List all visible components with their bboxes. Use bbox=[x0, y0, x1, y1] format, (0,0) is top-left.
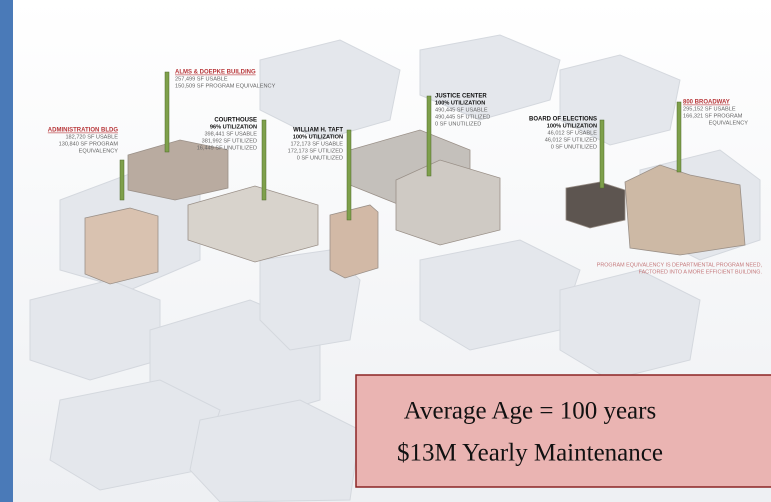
label-poles bbox=[119, 71, 682, 221]
footnote: FACTORED INTO A MORE EFFICIENT BUILDING. bbox=[639, 269, 762, 275]
label-line: 490,445 SF UTILIZED bbox=[435, 114, 490, 120]
label-title: JUSTICE CENTER bbox=[435, 94, 487, 100]
callout-line: Average Age = 100 years bbox=[404, 398, 656, 425]
label-title: 800 BROADWAY bbox=[683, 100, 730, 106]
footnote: PROGRAM EQUIVALENCY IS DEPARTMENTAL PROG… bbox=[597, 262, 763, 268]
label-line: 172,173 SF UTILIZED bbox=[288, 148, 343, 154]
label-line: 0 SF UNUTILIZED bbox=[551, 144, 597, 150]
label-title: BOARD OF ELECTIONS bbox=[529, 117, 597, 123]
label-line: 490,445 SF USABLE bbox=[435, 107, 488, 113]
label-line: 16,449 SF UNUTILIZED bbox=[197, 145, 257, 151]
label-utilization: 100% UTILIZATION bbox=[547, 123, 597, 129]
label-line: EQUIVALENCY bbox=[79, 148, 119, 154]
label-line: 398,441 SF USABLE bbox=[204, 131, 257, 137]
buildings bbox=[84, 129, 746, 285]
callout-background bbox=[355, 374, 771, 488]
label-utilization: 100% UTILIZATION bbox=[293, 134, 343, 140]
labels: ALMS & DOEPKE BUILDING 257,499 SF USABLE… bbox=[48, 70, 763, 276]
label-line: 0 SF UNUTILIZED bbox=[297, 155, 343, 161]
side-bar bbox=[0, 0, 13, 502]
label-line: 166,321 SF PROGRAM bbox=[683, 113, 743, 119]
label-title: COURTHOUSE bbox=[214, 118, 257, 124]
label-line: 257,499 SF USABLE bbox=[175, 76, 228, 82]
label-title: ALMS & DOEPKE BUILDING bbox=[175, 70, 256, 76]
label-line: 130,840 SF PROGRAM bbox=[59, 141, 119, 147]
label-title: ADMINISTRATION BLDG bbox=[48, 128, 119, 134]
label-title: WILLIAM H. TAFT bbox=[293, 128, 343, 134]
label-utilization: 96% UTILIZATION bbox=[210, 124, 257, 130]
label-line: 381,992 SF UTILIZED bbox=[202, 138, 257, 144]
label-line: 295,152 SF USABLE bbox=[683, 106, 736, 112]
label-line: 182,720 SF USABLE bbox=[65, 134, 118, 140]
label-line: 172,173 SF USABLE bbox=[290, 141, 343, 147]
label-utilization: 100% UTILIZATION bbox=[435, 100, 485, 106]
label-line: EQUIVALENCY bbox=[709, 120, 749, 126]
label-line: 46,012 SF USABLE bbox=[548, 130, 598, 136]
callout-line: $13M Yearly Maintenance bbox=[397, 440, 663, 467]
label-line: 0 SF UNUTILIZED bbox=[435, 121, 481, 127]
label-line: 150,509 SF PROGRAM EQUIVALENCY bbox=[175, 83, 276, 89]
callout-box: Average Age = 100 years $13M Yearly Main… bbox=[355, 374, 771, 488]
label-line: 46,012 SF UTILIZED bbox=[545, 137, 597, 143]
